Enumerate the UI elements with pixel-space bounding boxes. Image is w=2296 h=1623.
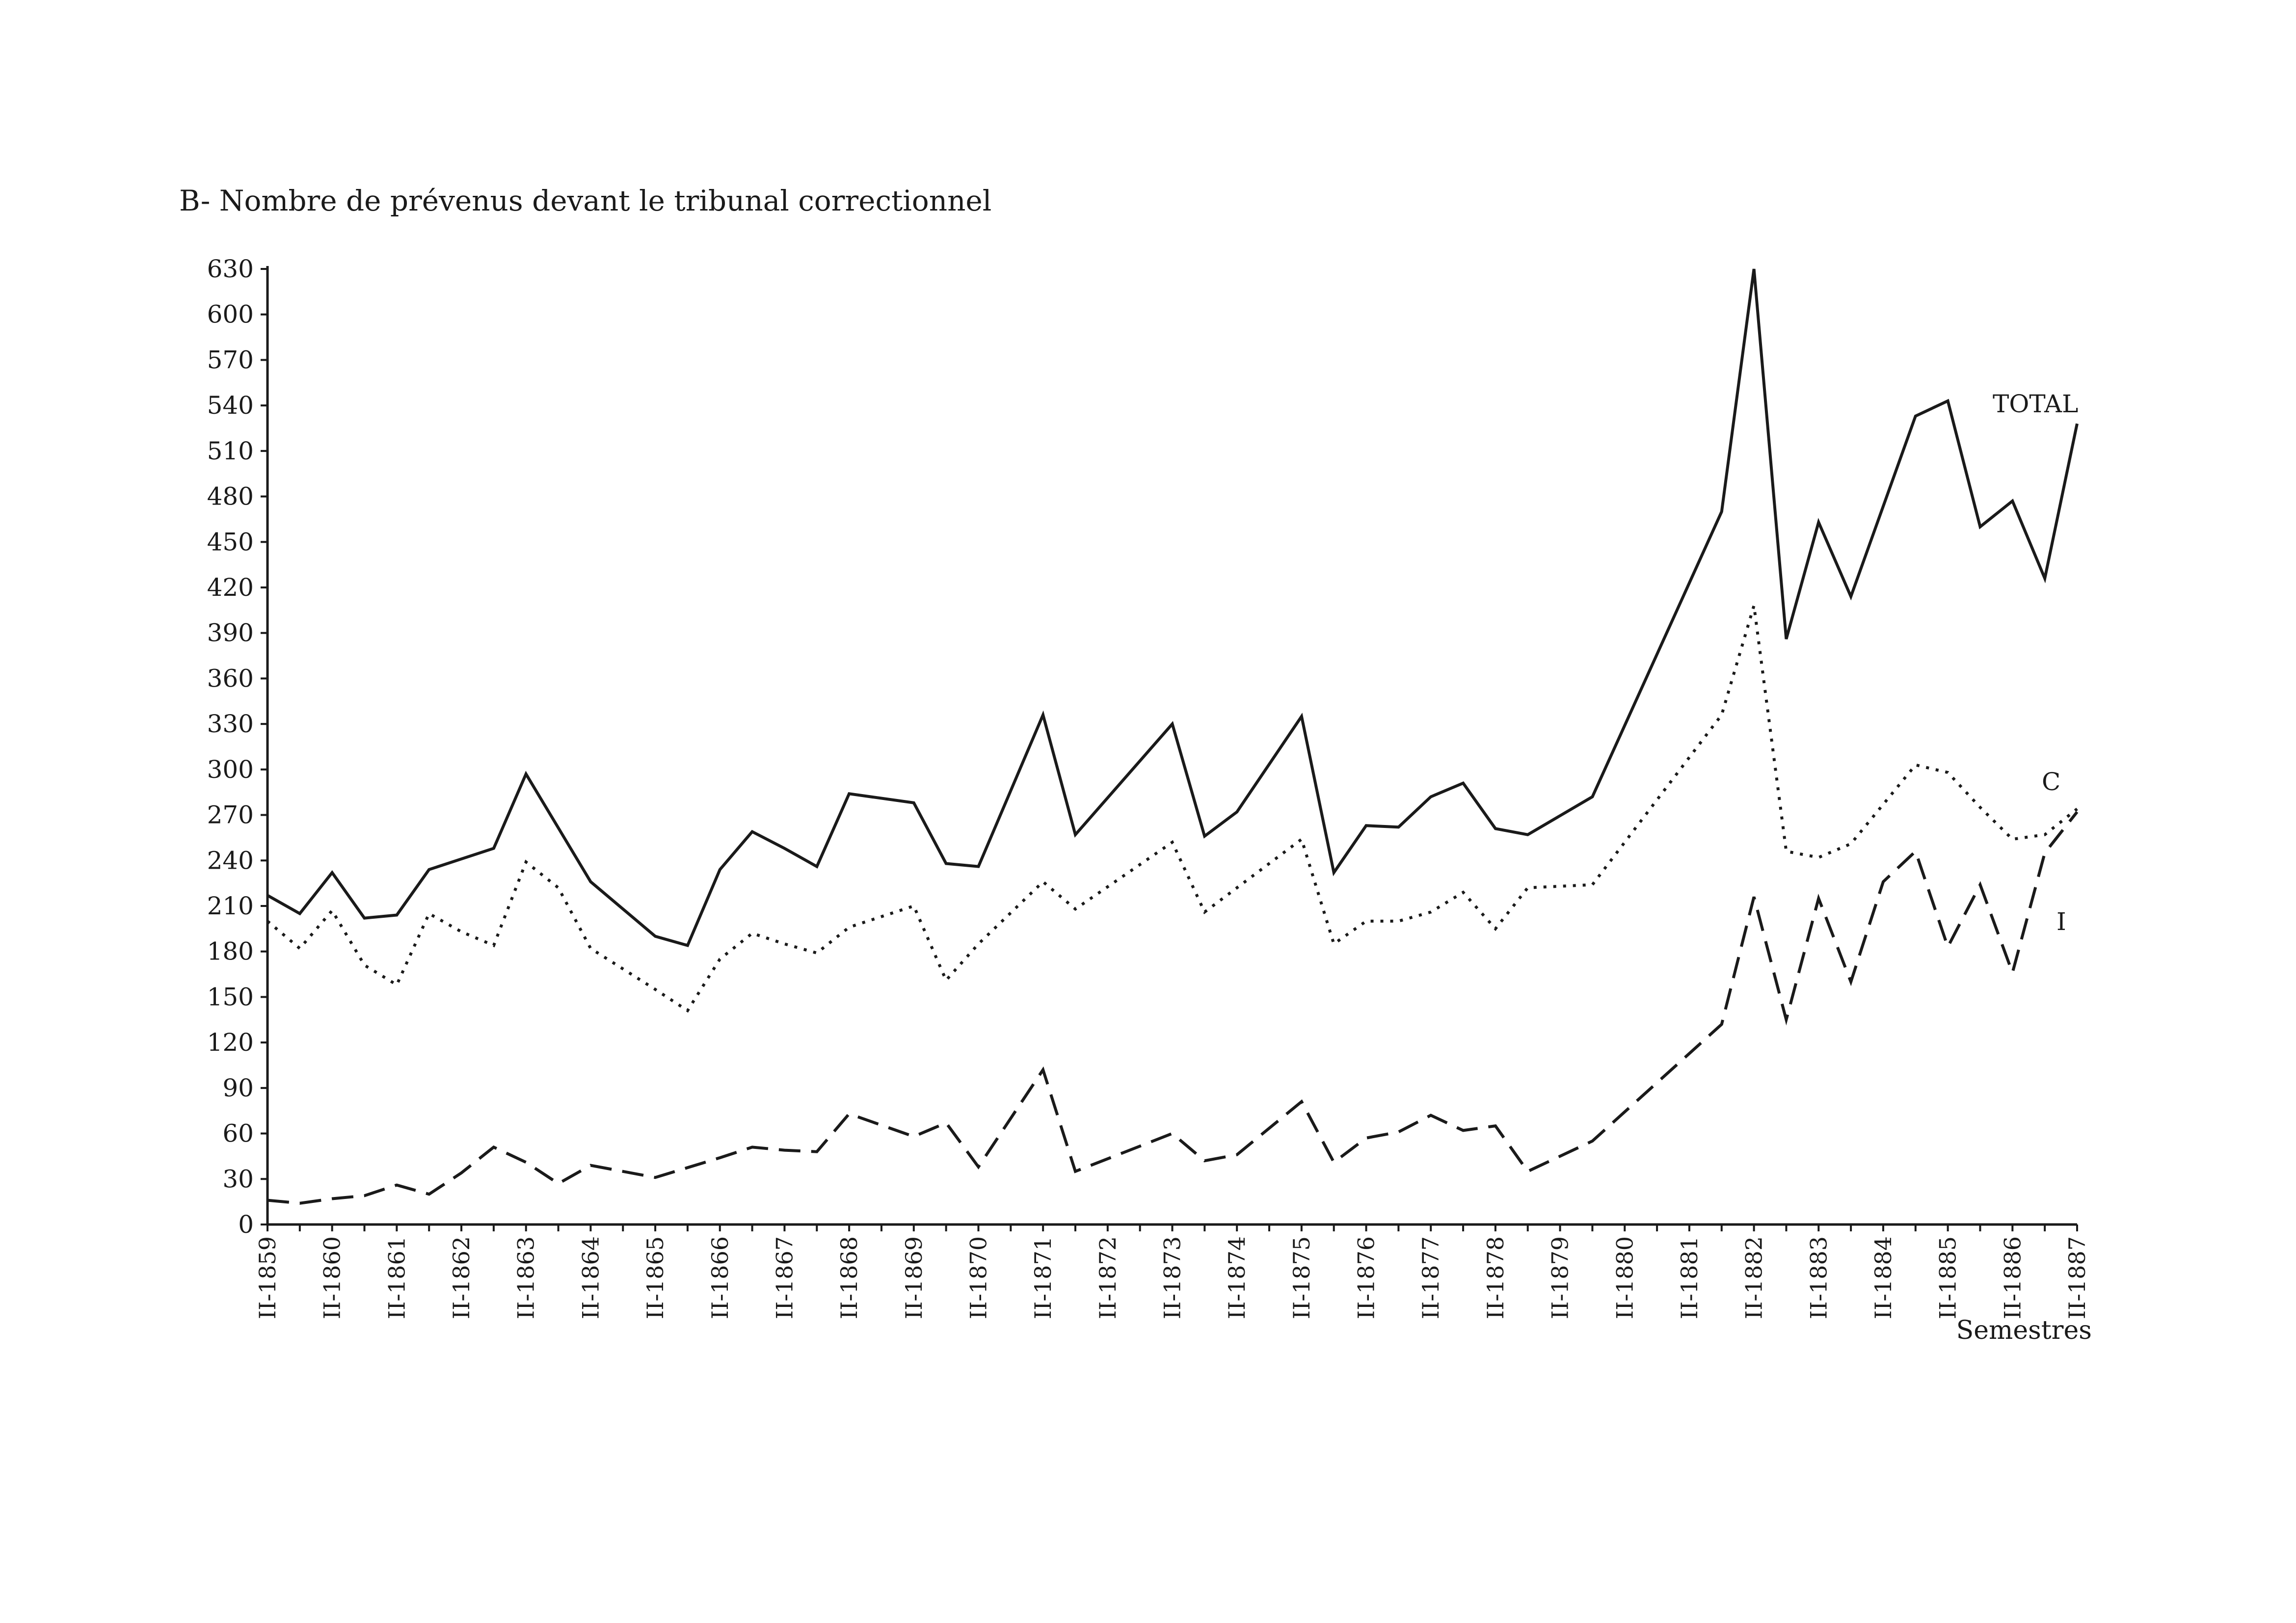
x-tick-label: II-1869 [901, 1236, 927, 1319]
x-tick-label: II-1860 [319, 1236, 346, 1319]
y-tick-label: 300 [207, 755, 254, 784]
x-tick-label: II-1864 [577, 1236, 604, 1319]
y-tick-label: 450 [207, 528, 254, 556]
x-tick-label: II-1872 [1095, 1236, 1121, 1319]
x-tick-label: II-1871 [1030, 1236, 1056, 1319]
x-tick-label: II-1875 [1288, 1236, 1315, 1319]
y-tick-label: 180 [207, 937, 254, 966]
x-tick-label: II-1874 [1224, 1236, 1250, 1319]
y-tick-label: 90 [222, 1074, 254, 1102]
series-labels: TOTAL C I [1993, 390, 2078, 936]
series-label-i: I [2056, 907, 2066, 936]
y-axis-ticks: 0 30 60 90 120 150 180 210 240 270 300 330 360 390 420… [207, 255, 267, 1239]
series-line-c [267, 605, 2078, 1013]
x-tick-label: II-1867 [771, 1236, 798, 1319]
series-line-total [267, 268, 2079, 948]
x-tick-label: II-1879 [1547, 1236, 1574, 1319]
x-tick-label: II-1876 [1353, 1236, 1380, 1319]
y-tick-label: 600 [207, 300, 254, 329]
x-tick-label: II-1863 [513, 1236, 539, 1319]
x-tick-label: II-1868 [836, 1236, 862, 1319]
chart-axes [266, 266, 2077, 1226]
y-tick-label: 210 [207, 892, 254, 920]
y-tick-label: 360 [207, 664, 254, 692]
y-tick-label: 120 [207, 1028, 254, 1057]
x-tick-label: II-1877 [1417, 1236, 1444, 1319]
y-tick-label: 510 [207, 437, 254, 465]
y-tick-label: 60 [222, 1119, 254, 1148]
series-label-c: C [2042, 768, 2060, 796]
y-tick-label: 270 [207, 801, 254, 829]
x-tick-label: II-1881 [1676, 1236, 1703, 1319]
y-tick-label: 240 [207, 846, 254, 875]
y-tick-label: 540 [207, 391, 254, 420]
x-tick-label: II-1873 [1159, 1236, 1186, 1319]
y-tick-label: 0 [238, 1210, 254, 1239]
y-tick-label: 390 [207, 619, 254, 647]
y-tick-label: 570 [207, 346, 254, 374]
x-axis-ticks: II-1859 II-1860 II-1861 II-1862 II-1863 II-18… [254, 1224, 2090, 1319]
x-tick-label: II-1887 [2064, 1236, 2090, 1319]
x-tick-label: II-1882 [1741, 1236, 1767, 1319]
x-tick-label: II-1866 [707, 1236, 733, 1319]
y-tick-label: 480 [207, 482, 254, 511]
series-lines [267, 268, 2079, 1205]
x-tick-label: II-1862 [448, 1236, 475, 1319]
x-tick-label: II-1878 [1482, 1236, 1509, 1319]
y-tick-label: 150 [207, 983, 254, 1011]
x-tick-label: II-1885 [1935, 1236, 1961, 1319]
x-tick-label: II-1870 [965, 1236, 991, 1319]
x-tick-label: II-1884 [1870, 1236, 1896, 1319]
x-tick-label: II-1883 [1805, 1236, 1832, 1319]
y-tick-label: 30 [222, 1165, 254, 1193]
chart-title: B- Nombre de prévenus devant le tribunal… [179, 184, 992, 217]
y-tick-label: 330 [207, 710, 254, 738]
series-label-total: TOTAL [1993, 390, 2078, 418]
x-tick-label: II-1859 [254, 1236, 281, 1319]
y-tick-label: 420 [207, 573, 254, 602]
x-tick-label: II-1886 [1999, 1236, 2026, 1319]
x-tick-label: II-1865 [642, 1236, 668, 1319]
x-tick-label: II-1861 [383, 1236, 410, 1319]
x-tick-label: II-1880 [1611, 1236, 1638, 1319]
series-line-i [267, 811, 2079, 1205]
y-tick-label: 630 [207, 255, 254, 283]
x-axis-label: Semestres [1956, 1316, 2092, 1345]
